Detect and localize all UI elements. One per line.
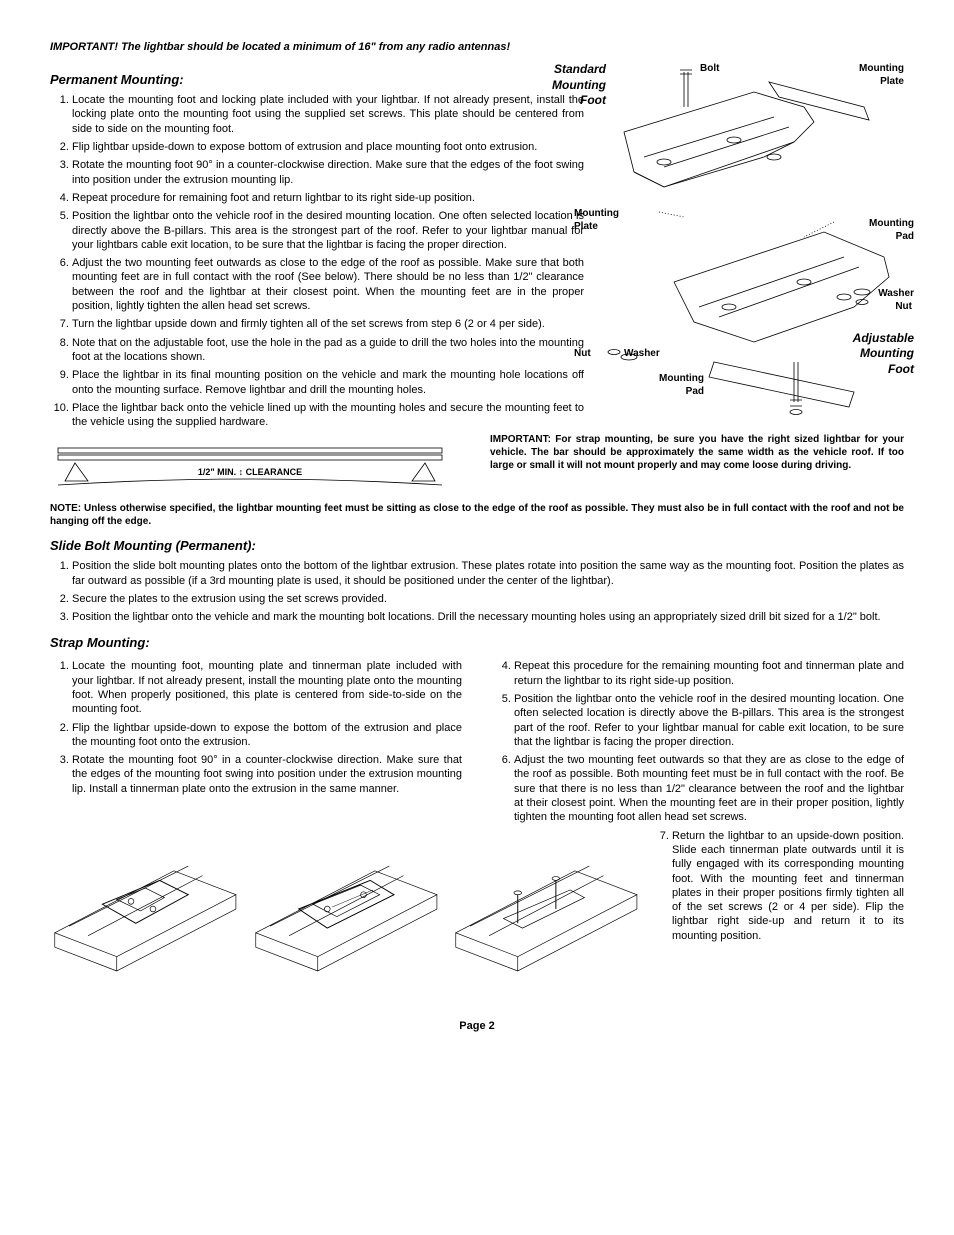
list-item: Position the lightbar onto the vehicle r… [72,209,584,252]
strap-title: Strap Mounting: [50,635,904,652]
list-item: Adjust the two mounting feet outwards as… [72,256,584,313]
perm-title: Permanent Mounting: [50,72,584,89]
list-item: Locate the mounting foot, mounting plate… [72,659,462,716]
list-item: Return the lightbar to an upside-down po… [672,829,904,943]
list-item: Repeat this procedure for the remaining … [514,659,904,688]
nut-label-left: Nut [574,347,591,360]
list-item: Locate the mounting foot and locking pla… [72,93,584,136]
slide-list: Position the slide bolt mounting plates … [50,559,904,624]
list-item: Position the lightbar onto the vehicle a… [72,610,904,624]
list-item: Place the lightbar back onto the vehicle… [72,401,584,430]
clearance-text: 1/2" MIN. ↕ CLEARANCE [198,467,302,477]
list-item: Turn the lightbar upside down and firmly… [72,317,584,331]
mounting-foot-diagram: Standard Mounting Foot Bolt Mounting Pla… [604,62,904,422]
std-foot-label: Standard Mounting Foot [536,62,606,109]
list-item: Rotate the mounting foot 90° in a counte… [72,158,584,187]
clearance-diagram: 1/2" MIN. ↕ CLEARANCE [50,445,450,490]
perm-list: Locate the mounting foot and locking pla… [50,93,584,429]
edge-note: NOTE: Unless otherwise specified, the li… [50,502,904,528]
page-number: Page 2 [50,1019,904,1033]
list-item: Position the slide bolt mounting plates … [72,559,904,588]
list-item: Note that on the adjustable foot, use th… [72,336,584,365]
strap-mounting-diagrams [50,839,642,979]
slide-title: Slide Bolt Mounting (Permanent): [50,538,904,555]
list-item: Repeat procedure for remaining foot and … [72,191,584,205]
list-item: Rotate the mounting foot 90° in a counte… [72,753,462,796]
list-item: Secure the plates to the extrusion using… [72,592,904,606]
strap-important-note: IMPORTANT: For strap mounting, be sure y… [490,433,904,472]
strap-list-left: Locate the mounting foot, mounting plate… [50,659,462,796]
list-item: Place the lightbar in its final mounting… [72,368,584,397]
important-top: IMPORTANT! The lightbar should be locate… [50,40,904,54]
list-item: Flip lightbar upside-down to expose bott… [72,140,584,154]
list-item: Position the lightbar onto the vehicle r… [514,692,904,749]
list-item: Flip the lightbar upside-down to expose … [72,721,462,750]
strap-list-7: Return the lightbar to an upside-down po… [654,829,904,943]
strap-list-right: Repeat this procedure for the remaining … [492,659,904,824]
list-item: Adjust the two mounting feet outwards so… [514,753,904,824]
